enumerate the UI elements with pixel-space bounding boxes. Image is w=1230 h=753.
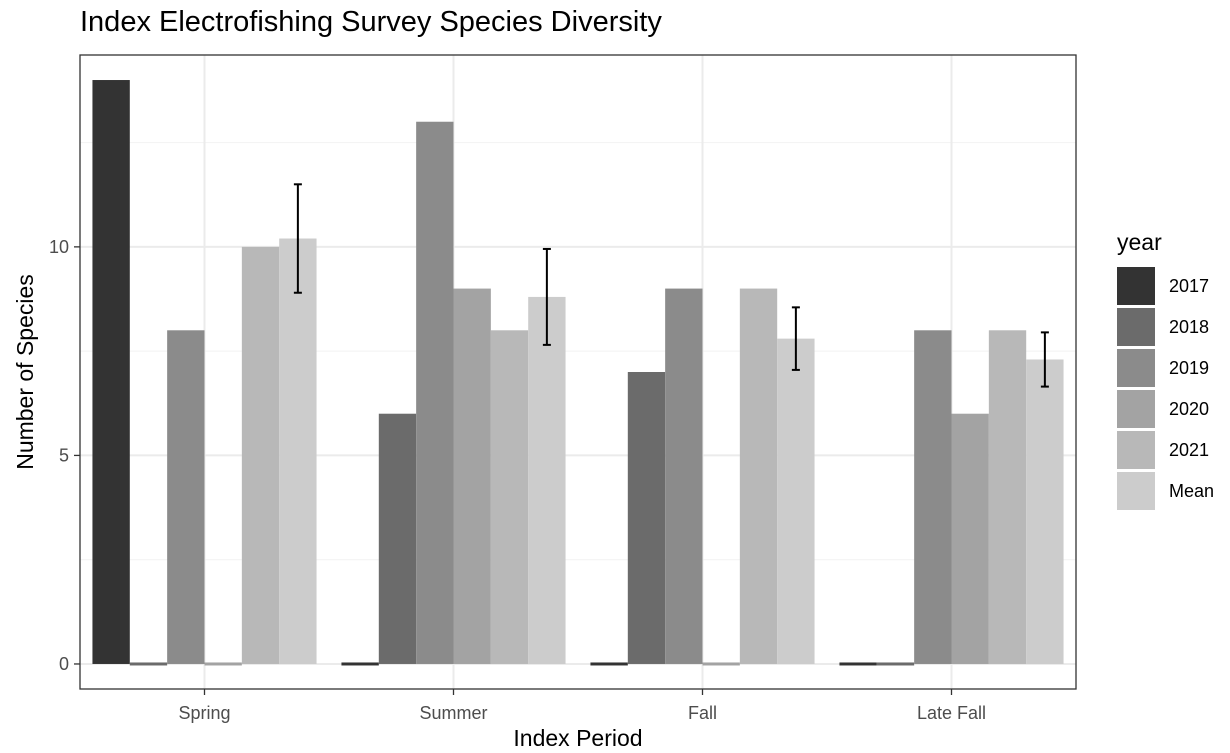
legend-key — [1117, 431, 1155, 469]
legend-items: 2017 2018 2019 2020 2021 Mean — [1117, 267, 1214, 510]
error-bar — [791, 306, 800, 371]
bar — [204, 662, 242, 666]
bar — [378, 413, 417, 664]
legend-label: Mean — [1169, 481, 1214, 501]
bar — [490, 330, 529, 664]
bar — [702, 662, 740, 666]
x-tick-label: Fall — [688, 703, 717, 723]
bar — [528, 296, 566, 664]
y-tick-label: 10 — [49, 237, 69, 257]
legend-title: year — [1117, 229, 1162, 255]
bar — [590, 662, 628, 666]
bar — [914, 330, 952, 664]
bar — [739, 288, 778, 664]
x-tick-label: Late Fall — [917, 703, 986, 723]
bar — [951, 413, 989, 664]
bar — [988, 330, 1027, 664]
legend-label: 2020 — [1169, 399, 1209, 419]
bar — [839, 662, 877, 666]
legend-key — [1117, 390, 1155, 428]
plot-area — [79, 54, 1077, 690]
x-axis: Spring Summer Fall Late Fall — [178, 689, 986, 723]
y-axis: 0 5 10 — [49, 237, 80, 674]
bar — [167, 330, 205, 664]
bars — [92, 80, 1064, 666]
y-tick-label: 5 — [59, 445, 69, 465]
error-bar — [542, 247, 551, 346]
legend-key — [1117, 308, 1155, 346]
legend-key — [1117, 472, 1155, 510]
x-axis-title: Index Period — [513, 725, 642, 751]
bar — [453, 288, 491, 664]
y-tick-label: 0 — [59, 654, 69, 674]
error-bar — [293, 183, 302, 294]
bar — [129, 662, 168, 666]
bar — [627, 372, 666, 664]
bar — [341, 662, 379, 666]
bar — [777, 338, 815, 664]
legend-label: 2019 — [1169, 358, 1209, 378]
x-tick-label: Summer — [419, 703, 487, 723]
bar — [279, 238, 317, 664]
bar — [876, 662, 915, 666]
legend-label: 2018 — [1169, 317, 1209, 337]
legend-key — [1117, 267, 1155, 305]
error-bar — [1040, 331, 1049, 388]
y-axis-title: Number of Species — [12, 274, 38, 470]
chart-title: Index Electrofishing Survey Species Dive… — [80, 6, 662, 38]
error-bars — [293, 183, 1049, 388]
legend: year 2017 2018 2019 2020 2021 Mean — [1117, 229, 1214, 510]
bar — [92, 80, 130, 664]
legend-label: 2017 — [1169, 276, 1209, 296]
bar — [416, 121, 454, 664]
x-tick-label: Spring — [178, 703, 230, 723]
bar — [665, 288, 703, 664]
legend-key — [1117, 349, 1155, 387]
plot-border — [79, 54, 1077, 690]
bar — [241, 246, 280, 664]
bar — [1026, 359, 1064, 664]
legend-label: 2021 — [1169, 440, 1209, 460]
